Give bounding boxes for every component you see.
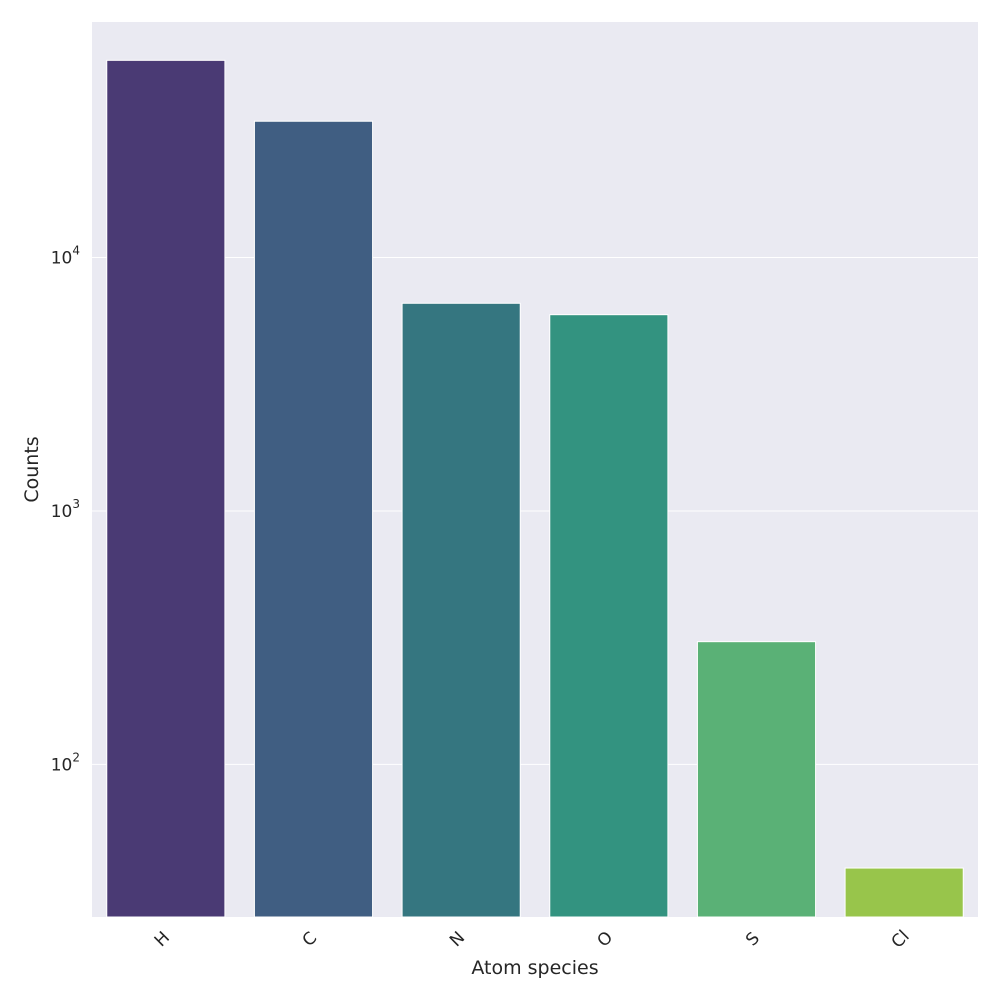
x-axis-ticks: H C N O S Cl	[151, 927, 914, 953]
x-tick-label: S	[742, 929, 764, 951]
x-tick-label: O	[593, 928, 617, 952]
y-tick-label: 103	[51, 497, 80, 522]
bar-cl	[844, 867, 964, 918]
bar-c	[253, 120, 374, 918]
gridlines	[92, 257, 978, 765]
bar-n	[401, 302, 521, 918]
y-axis-title: Counts	[21, 436, 43, 502]
plot-area	[92, 22, 978, 917]
y-tick-label: 104	[51, 244, 80, 269]
x-tick-label: N	[446, 928, 469, 951]
bar-h	[106, 59, 226, 918]
y-tick-label: 102	[51, 750, 80, 775]
x-tick-label: H	[151, 928, 174, 951]
bars	[106, 59, 964, 918]
x-tick-label: C	[299, 928, 322, 951]
x-axis-title: Atom species	[471, 957, 598, 979]
bar-o	[549, 314, 669, 918]
x-tick-label: Cl	[888, 927, 914, 953]
y-axis-ticks: 102 103 104	[51, 244, 80, 776]
bar-s	[696, 641, 817, 918]
